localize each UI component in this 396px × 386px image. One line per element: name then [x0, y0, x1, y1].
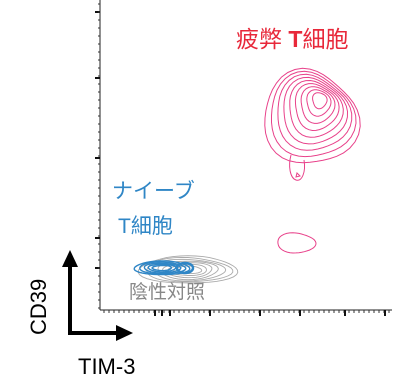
- exhausted-contour: [277, 73, 353, 151]
- exhausted-contour: [271, 70, 357, 158]
- naive-contour: [151, 264, 173, 272]
- naive-contour: [143, 262, 182, 274]
- exhausted-contour: [264, 67, 361, 164]
- exhausted-contour: [289, 79, 344, 138]
- exhausted-t-cell-contours: [264, 67, 361, 254]
- axis-arrows: [62, 250, 133, 341]
- y-axis-label: CD39: [26, 278, 51, 335]
- naive-t-cell-label-line1: ナイーブ: [112, 180, 195, 203]
- naive-t-cell-label-line2: T細胞: [118, 215, 173, 238]
- y-arrow-head: [62, 250, 78, 267]
- naive-contour: [175, 261, 195, 275]
- naive-t-cell-contours: [133, 260, 195, 276]
- exhausted-contour-small: [277, 232, 317, 254]
- exhausted-contour: [294, 83, 340, 132]
- isotype-control-label: 陰性対照: [129, 282, 206, 303]
- exhausted-contour: [300, 86, 336, 124]
- exhausted-contour: [306, 89, 332, 117]
- isotype-contour: [152, 258, 227, 282]
- x-arrow-head: [116, 325, 133, 341]
- exhausted-contour-tail: [289, 154, 305, 181]
- x-axis-ticks: [103, 310, 390, 316]
- isotype-contour: [137, 255, 239, 284]
- exhausted-t-cell-label: 疲弊 T細胞: [236, 26, 349, 52]
- x-axis-label: TIM-3: [78, 354, 136, 379]
- exhausted-contour: [312, 92, 328, 110]
- y-axis-ticks: [95, 3, 100, 309]
- naive-contour: [139, 261, 187, 275]
- naive-contour: [133, 260, 191, 276]
- naive-contour: [147, 263, 177, 273]
- exhausted-contour: [283, 76, 349, 145]
- exhausted-contour-point: [295, 172, 301, 178]
